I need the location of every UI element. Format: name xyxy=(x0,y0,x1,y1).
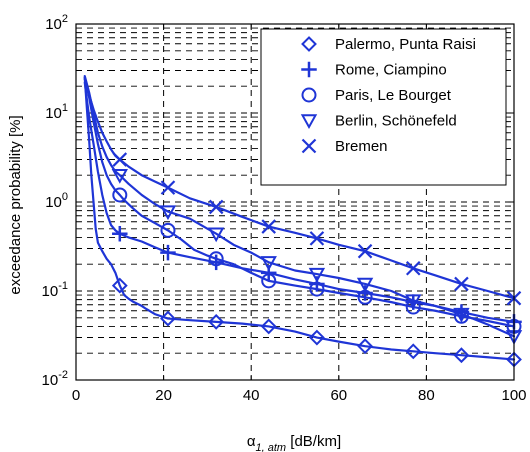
legend-label-3: Berlin, Schönefeld xyxy=(335,113,457,130)
series-0-marker-7 xyxy=(453,347,470,364)
series-4-marker-4-b xyxy=(309,231,325,246)
series-2-marker-3 xyxy=(261,273,277,289)
legend-marker-2 xyxy=(301,87,317,103)
legend-label-2: Paris, Le Bourget xyxy=(335,87,452,104)
series-0-marker-2 xyxy=(208,313,225,330)
series-4-marker-7 xyxy=(454,276,469,292)
legend-label-1: Rome, Ciampino xyxy=(335,62,447,79)
legend-marker-1 xyxy=(301,61,317,78)
series-4-marker-6 xyxy=(405,261,421,276)
series-4-marker-7-b xyxy=(454,276,469,292)
x-tick-label-5: 100 xyxy=(501,387,526,404)
legend-label-0: Palermo, Punta Raisi xyxy=(335,36,476,53)
y-tick-label-2: 100 xyxy=(45,191,68,211)
legend-box xyxy=(260,28,507,186)
series-3-marker-3 xyxy=(260,256,277,271)
series-3-marker-6 xyxy=(405,294,422,310)
series-4-marker-2 xyxy=(208,199,224,215)
series-line-0 xyxy=(83,76,516,361)
x-tick-label-3: 60 xyxy=(330,387,347,404)
series-4-marker-3-b xyxy=(261,219,276,234)
series-layer xyxy=(83,74,523,368)
series-0-marker-3 xyxy=(260,318,277,335)
x-axis-label-units: [dB/km] xyxy=(286,433,341,450)
series-0-marker-1 xyxy=(160,310,176,327)
series-3-marker-2 xyxy=(207,227,225,243)
series-4-marker-2-b xyxy=(208,199,224,215)
series-0-marker-5 xyxy=(357,338,373,355)
legend-item-2: Paris, Le Bourget xyxy=(301,87,452,104)
series-4-marker-0 xyxy=(112,152,128,167)
y-tick-label-exponent-0: -2 xyxy=(58,369,68,381)
series-3-marker-4 xyxy=(308,267,326,283)
legend-item-1: Rome, Ciampino xyxy=(301,61,447,79)
series-4-bremen xyxy=(83,78,522,306)
y-tick-label-3: 101 xyxy=(45,102,68,122)
legend-item-4: Bremen xyxy=(301,138,388,155)
series-2-marker-1 xyxy=(160,222,176,238)
legend-label-4: Bremen xyxy=(335,138,388,155)
legend-marker-4 xyxy=(301,138,317,154)
legend-item-3: Berlin, Schönefeld xyxy=(300,113,457,130)
series-3-marker-1 xyxy=(159,205,177,221)
y-tick-label-4: 102 xyxy=(45,13,68,33)
series-3-marker-7 xyxy=(453,307,470,323)
series-0-marker-6 xyxy=(405,343,422,360)
series-line-1 xyxy=(83,81,516,323)
y-tick-label-base-3: 10 xyxy=(45,105,62,122)
legend: Palermo, Punta Raisi Rome, Ciampino Paris,… xyxy=(260,28,507,186)
legend-marker-4-b xyxy=(301,138,317,154)
x-tick-label-4: 80 xyxy=(418,387,435,404)
series-3-marker-5 xyxy=(356,277,374,293)
x-axis-label: α1, atm [dB/km] xyxy=(247,433,341,452)
series-4-marker-6-b xyxy=(405,261,421,276)
series-0-palermo-punta-raisi xyxy=(83,76,522,368)
x-tick-label-2: 40 xyxy=(243,387,260,404)
y-tick-label-0: 10-2 xyxy=(42,369,68,389)
series-3-marker-0 xyxy=(111,169,128,184)
x-axis-label-subscript: 1, atm xyxy=(256,442,287,452)
y-tick-label-base-1: 10 xyxy=(42,283,59,300)
y-tick-label-exponent-1: -1 xyxy=(58,280,68,292)
series-4-marker-0-b xyxy=(112,152,128,167)
x-tick-label-1: 20 xyxy=(155,387,172,404)
series-3-berlin-sch-nefeld xyxy=(83,74,523,345)
y-tick-label-exponent-4: 2 xyxy=(62,13,68,25)
series-line-4 xyxy=(83,78,516,300)
series-4-marker-1 xyxy=(160,180,176,195)
series-1-marker-1 xyxy=(160,244,176,261)
series-0-marker-4 xyxy=(308,329,325,346)
series-4-marker-5 xyxy=(357,243,373,259)
series-line-3 xyxy=(83,74,516,338)
x-tick-label-0: 0 xyxy=(72,387,80,404)
series-4-marker-3 xyxy=(261,219,276,234)
y-axis-label: exceedance probability [%] xyxy=(7,115,24,294)
series-line-2 xyxy=(83,76,516,328)
legend-marker-0 xyxy=(301,36,317,52)
series-4-marker-5-b xyxy=(357,243,373,259)
series-0-marker-0 xyxy=(111,277,128,294)
y-tick-label-1: 10-1 xyxy=(42,280,68,300)
y-tick-label-base-4: 10 xyxy=(45,16,62,33)
y-tick-label-exponent-2: 0 xyxy=(62,191,68,203)
y-tick-label-base-2: 10 xyxy=(45,194,62,211)
y-tick-label-base-0: 10 xyxy=(42,372,59,389)
series-2-marker-2 xyxy=(208,251,224,267)
legend-marker-3 xyxy=(300,114,318,130)
series-2-marker-0 xyxy=(112,187,128,203)
series-4-marker-1-b xyxy=(160,180,176,195)
x-axis-label-alpha: α xyxy=(247,433,256,450)
series-4-marker-4 xyxy=(309,231,325,246)
legend-item-0: Palermo, Punta Raisi xyxy=(301,36,476,53)
y-tick-label-exponent-3: 1 xyxy=(62,102,68,114)
series-1-marker-0 xyxy=(112,225,128,242)
